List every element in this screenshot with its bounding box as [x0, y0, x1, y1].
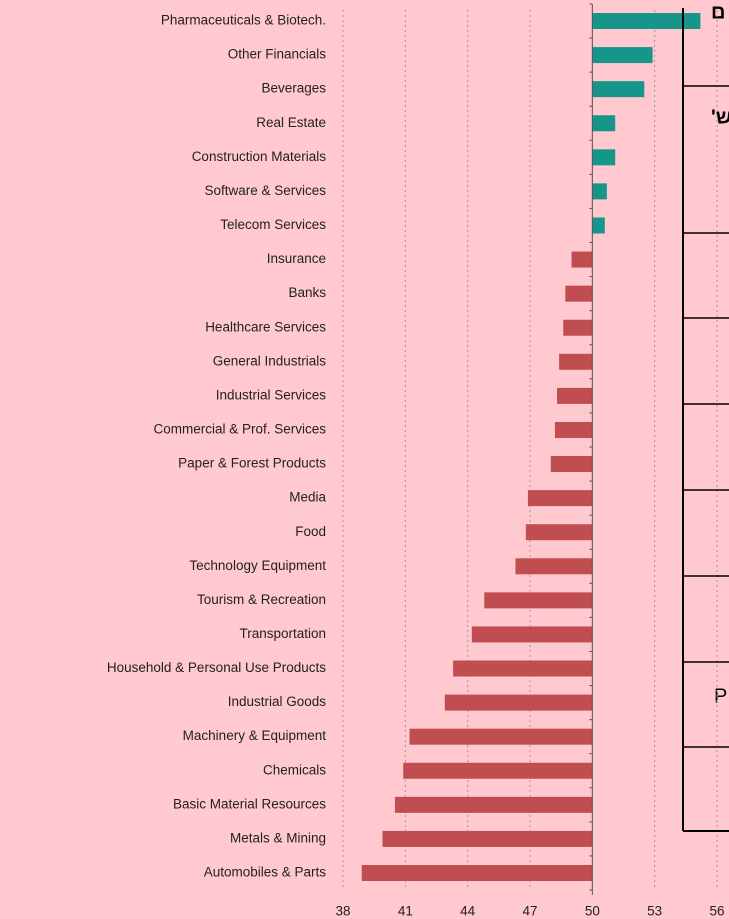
- overlay-text: P: [714, 685, 727, 707]
- category-label: Basic Material Resources: [173, 796, 326, 811]
- category-label: Chemicals: [263, 762, 326, 777]
- bar: [554, 421, 593, 438]
- category-label: Construction Materials: [192, 149, 327, 164]
- bar: [557, 387, 593, 404]
- category-label: Household & Personal Use Products: [107, 660, 326, 675]
- bar: [592, 217, 605, 234]
- x-tick-label: 47: [522, 904, 537, 919]
- bar: [550, 456, 593, 473]
- category-label: Beverages: [261, 81, 326, 96]
- category-label: Paper & Forest Products: [178, 456, 326, 471]
- x-tick-label: 41: [398, 904, 413, 919]
- bar: [409, 728, 593, 745]
- bar: [394, 796, 593, 813]
- category-label: Industrial Services: [216, 387, 327, 402]
- x-tick-label: 56: [709, 904, 724, 919]
- bar: [444, 694, 593, 711]
- category-label: Food: [295, 524, 326, 539]
- category-label: Media: [289, 490, 326, 505]
- bar: [592, 81, 645, 98]
- category-label: Software & Services: [204, 183, 326, 198]
- bar: [403, 762, 593, 779]
- bar: [563, 319, 593, 336]
- category-label: Telecom Services: [220, 217, 326, 232]
- category-label: Transportation: [239, 626, 326, 641]
- category-label: Healthcare Services: [205, 319, 326, 334]
- bar: [527, 490, 593, 507]
- bar: [453, 660, 593, 677]
- category-label: Real Estate: [256, 115, 326, 130]
- bar: [471, 626, 593, 643]
- bar: [484, 592, 593, 609]
- category-label: Insurance: [267, 251, 326, 266]
- category-label: Pharmaceuticals & Biotech.: [161, 13, 326, 28]
- overlay-text: 'ש: [711, 106, 729, 128]
- category-label: Other Financials: [228, 47, 327, 62]
- bar: [565, 285, 593, 302]
- bar: [559, 353, 593, 370]
- category-label: Commercial & Prof. Services: [153, 422, 326, 437]
- x-tick-label: 53: [647, 904, 662, 919]
- bar: [525, 524, 593, 541]
- bar: [515, 558, 593, 575]
- overlay-text: ם: [711, 1, 725, 23]
- bar: [592, 183, 607, 200]
- x-tick-label: 44: [460, 904, 476, 919]
- category-label: Machinery & Equipment: [183, 728, 327, 743]
- category-label: General Industrials: [213, 353, 327, 368]
- bar: [592, 47, 653, 64]
- category-label: Metals & Mining: [230, 830, 326, 845]
- category-label: Automobiles & Parts: [204, 865, 327, 880]
- bar: [592, 13, 701, 29]
- x-tick-label: 38: [335, 904, 350, 919]
- category-label: Banks: [288, 285, 326, 300]
- category-label: Technology Equipment: [189, 558, 326, 573]
- bar: [382, 830, 593, 847]
- bar: [592, 115, 616, 132]
- category-label: Tourism & Recreation: [197, 592, 326, 607]
- bar: [361, 865, 593, 881]
- bar: [592, 149, 616, 166]
- x-tick-label: 50: [585, 904, 600, 919]
- bar: [571, 251, 593, 268]
- category-label: Industrial Goods: [228, 694, 327, 709]
